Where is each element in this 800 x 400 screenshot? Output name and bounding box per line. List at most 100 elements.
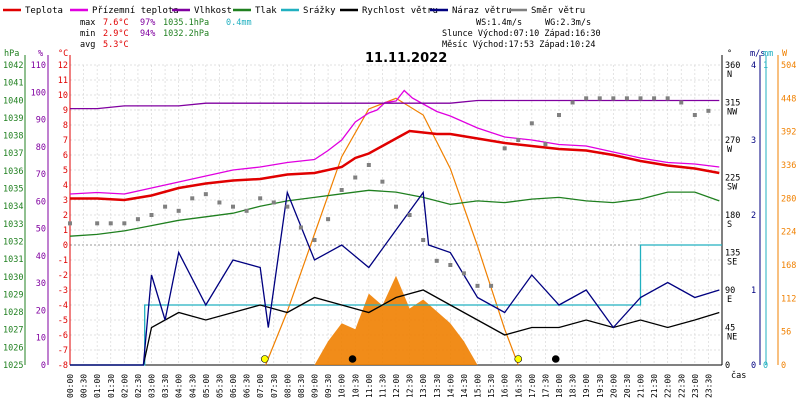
tick-label-pct: 20 <box>36 306 46 316</box>
stat-avg-label: avg <box>80 40 95 50</box>
tick-label-ms: 3 <box>751 136 756 146</box>
tick-label-degc: -7 <box>58 346 68 356</box>
tick-label-time: 19:30 <box>596 374 605 398</box>
marker-sunrise <box>260 355 269 363</box>
info-sun: Slunce Východ:07:10 Západ:16:30 <box>442 29 601 39</box>
sun-radiation-fill <box>314 275 478 365</box>
wind-direction-point <box>489 283 494 288</box>
tick-label-w: 0 <box>781 361 786 371</box>
series-line-vlhkost <box>70 99 720 110</box>
tick-label-dir: 0 <box>725 361 730 371</box>
sun-layer <box>265 97 519 366</box>
tick-label-time: 04:00 <box>175 374 184 398</box>
tick-layer: 1042104110401039103810371036103510341033… <box>3 61 796 398</box>
tick-label-hpa: 1026 <box>3 343 23 353</box>
wind-direction-point <box>611 96 616 101</box>
tick-label-degc: 4 <box>63 181 68 191</box>
tick-label-time: 18:00 <box>555 374 564 398</box>
axis-unit-pct: % <box>38 49 43 59</box>
wind-direction-point <box>516 138 521 142</box>
stat-min-hum: 94% <box>140 29 155 39</box>
wind-direction-point <box>285 204 290 209</box>
tick-label-time: 07:30 <box>270 374 279 398</box>
wind-direction-point <box>95 221 100 226</box>
tick-label-hpa: 1038 <box>3 132 23 142</box>
tick-label-time: 11:30 <box>378 374 387 398</box>
stat-precip: 0.4mm <box>226 18 252 28</box>
tick-label-dir: 180 <box>725 211 740 221</box>
tick-label-pct: 30 <box>36 279 46 289</box>
stat-min-temp: 2.9°C <box>103 29 129 39</box>
tick-label-hpa: 1025 <box>3 361 23 371</box>
series-line-p-zemn-teplota <box>69 89 720 195</box>
tick-label-time: 09:00 <box>311 374 320 398</box>
tick-label-dir-compass: SE <box>727 258 737 268</box>
wind-direction-point <box>638 96 643 101</box>
tick-label-hpa: 1032 <box>3 237 23 247</box>
tick-label-time: 09:30 <box>324 374 333 398</box>
tick-label-degc: 1 <box>63 226 68 236</box>
tick-label-time: 08:30 <box>297 374 306 398</box>
sun-radiation-line <box>265 97 519 366</box>
tick-label-time: 20:00 <box>609 374 618 398</box>
tick-label-time: 17:00 <box>528 374 537 398</box>
tick-label-degc: -3 <box>58 286 68 296</box>
tick-label-time: 19:00 <box>582 374 591 398</box>
axes <box>24 55 779 366</box>
wind-direction-point <box>135 217 140 222</box>
wind-direction-point <box>203 192 208 197</box>
axis-unit-w: W <box>782 49 788 59</box>
tick-label-time: 04:30 <box>188 374 197 398</box>
wind-direction-point <box>692 113 697 117</box>
wind-direction-point <box>353 175 358 180</box>
legend-label-prizemni-teplota: Přízemní teplota <box>92 6 179 16</box>
stat-max-label: max <box>80 18 95 28</box>
axis-unit-mm: mm <box>763 49 773 59</box>
tick-label-pct: 40 <box>36 252 46 262</box>
tick-label-time: 07:00 <box>256 374 265 398</box>
tick-label-time: 02:00 <box>120 374 129 398</box>
tick-label-pct: 70 <box>36 170 46 180</box>
series-line-tlak <box>69 189 720 237</box>
legend-label-teplota: Teplota <box>25 6 63 16</box>
tick-label-dir: 45 <box>725 324 735 334</box>
tick-label-mm: 0 <box>763 361 768 371</box>
series-line-teplota <box>70 129 720 202</box>
stat-min-press: 1032.2hPa <box>163 29 209 39</box>
tick-label-pct: 80 <box>36 143 46 153</box>
tick-label-hpa: 1029 <box>3 290 23 300</box>
tick-label-hpa: 1028 <box>3 308 23 318</box>
tick-label-time: 23:00 <box>691 374 700 398</box>
tick-label-time: 13:00 <box>419 374 428 398</box>
tick-label-time: 12:30 <box>406 374 415 398</box>
legend: Teplota Přízemní teplota Vlhkost Tlak Sr… <box>3 6 585 16</box>
wind-direction-point <box>366 163 371 167</box>
tick-label-dir-compass: SW <box>727 183 738 193</box>
tick-label-hpa: 1027 <box>3 326 23 336</box>
axis-label-time: čas <box>731 370 746 381</box>
tick-label-time: 15:30 <box>487 374 496 398</box>
wind-direction-point <box>122 221 127 226</box>
tick-label-degc: -4 <box>58 301 68 311</box>
wind-direction-point <box>108 221 113 226</box>
tick-label-hpa: 1036 <box>3 167 23 177</box>
wind-direction-point <box>312 238 317 242</box>
wind-direction-point <box>176 208 181 213</box>
tick-label-ms: 1 <box>751 286 756 296</box>
wind-direction-point <box>258 196 263 201</box>
tick-label-dir: 135 <box>725 249 740 259</box>
wind-direction-point <box>529 121 534 126</box>
stats-block: max 7.6°C 97% 1035.1hPa 0.4mm min 2.9°C … <box>80 18 601 50</box>
tick-label-time: 06:00 <box>229 374 238 398</box>
tick-label-time: 01:30 <box>107 374 116 398</box>
info-wind-gust: WG:2.3m/s <box>545 18 591 28</box>
wind-direction-point <box>407 213 412 217</box>
tick-label-time: 15:00 <box>474 374 483 398</box>
wind-direction-point <box>217 200 222 205</box>
tick-label-dir-compass: NE <box>727 333 737 343</box>
marker-moonset <box>348 355 357 363</box>
tick-label-time: 03:30 <box>161 374 170 398</box>
series-layer <box>69 89 722 366</box>
tick-label-dir: 360 <box>725 61 740 71</box>
legend-label-srazky: Srážky <box>303 6 336 16</box>
